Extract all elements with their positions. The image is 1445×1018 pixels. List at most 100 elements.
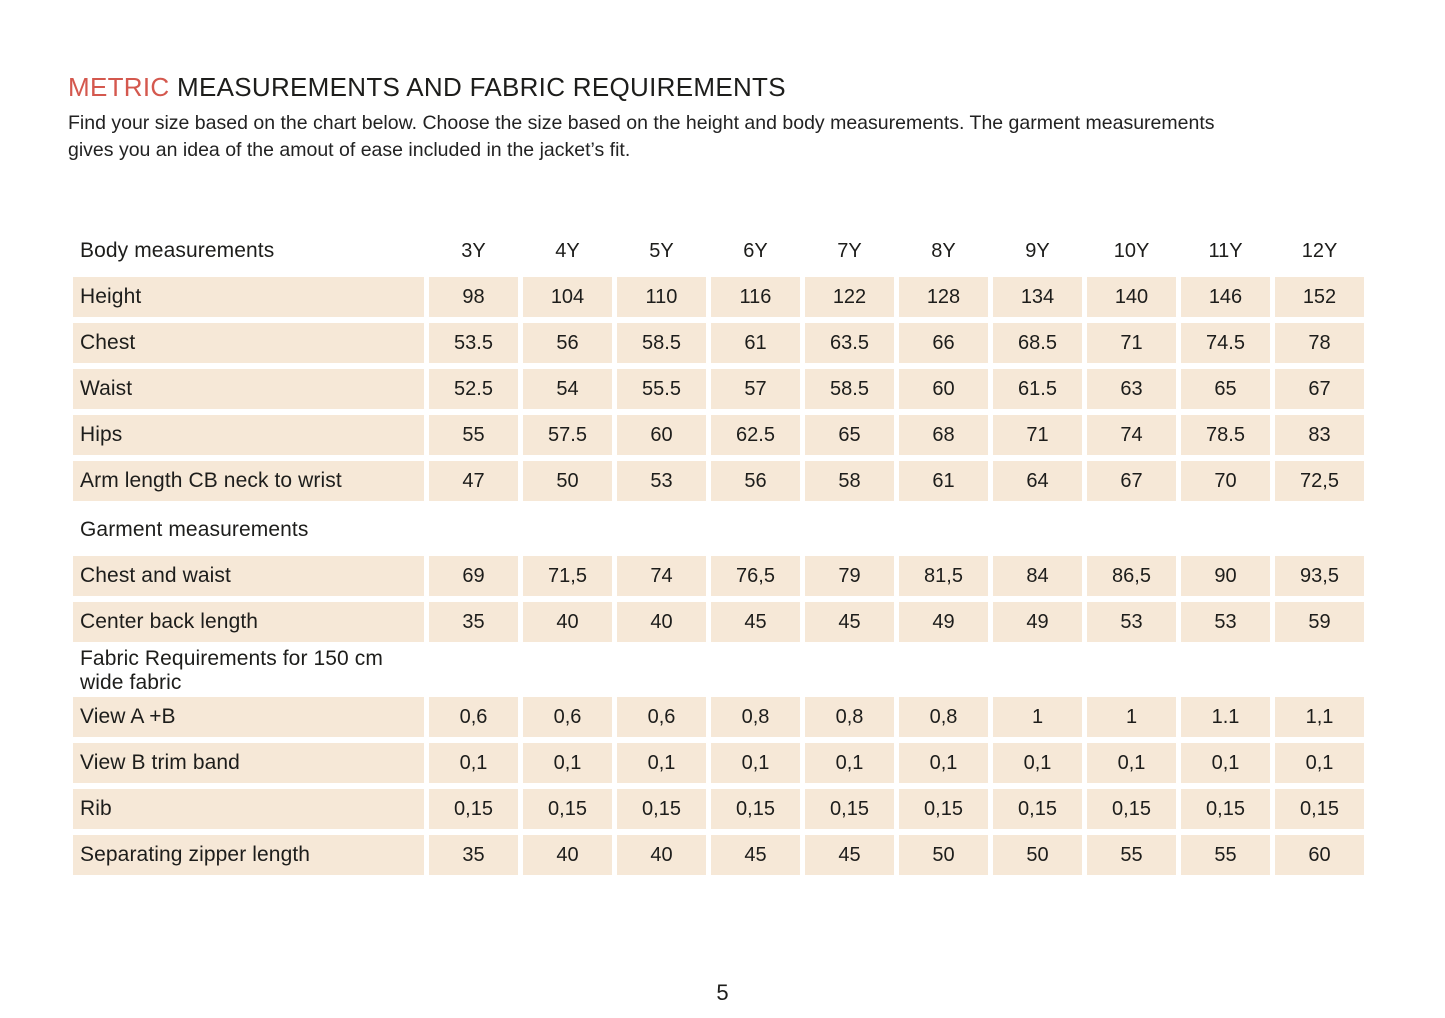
value-cell: 0,15 — [711, 789, 800, 829]
value-cell: 0,8 — [899, 697, 988, 737]
intro-text: Find your size based on the chart below.… — [68, 110, 1378, 163]
value-cell: 50 — [523, 461, 612, 501]
section-header-row: Body measurements 3Y 4Y 5Y 6Y 7Y 8Y 9Y 10Y 11Y 12Y — [73, 231, 1364, 271]
value-cell: 61 — [711, 323, 800, 363]
row-label: View B trim band — [73, 743, 424, 783]
size-column-header: 9Y — [1025, 239, 1050, 262]
value-cell: 83 — [1275, 415, 1364, 455]
value-cell: 74 — [1087, 415, 1176, 455]
intro-line-2: gives you an idea of the amout of ease i… — [68, 138, 631, 161]
value-cell: 72,5 — [1275, 461, 1364, 501]
value-cell: 93,5 — [1275, 556, 1364, 596]
value-cell: 57.5 — [523, 415, 612, 455]
value-cell: 45 — [711, 835, 800, 875]
value-cell: 0,15 — [1087, 789, 1176, 829]
value-cell: 49 — [899, 602, 988, 642]
value-cell: 69 — [429, 556, 518, 596]
value-cell: 0,1 — [711, 743, 800, 783]
value-cell: 0,15 — [523, 789, 612, 829]
value-cell: 56 — [523, 323, 612, 363]
value-cell: 50 — [899, 835, 988, 875]
value-cell: 128 — [899, 277, 988, 317]
value-cell: 52.5 — [429, 369, 518, 409]
size-column-header: 8Y — [931, 239, 956, 262]
value-cell: 1.1 — [1181, 697, 1270, 737]
value-cell: 65 — [805, 415, 894, 455]
value-cell: 1 — [993, 697, 1082, 737]
value-cell: 54 — [523, 369, 612, 409]
table-row: Chest 53.5 56 58.5 61 63.5 66 68.5 71 74.5 78 — [73, 323, 1364, 363]
row-label: Arm length CB neck to wrist — [73, 461, 424, 501]
value-cell: 74 — [617, 556, 706, 596]
size-column-header: 10Y — [1113, 239, 1150, 262]
value-cell: 59 — [1275, 602, 1364, 642]
value-cell: 60 — [899, 369, 988, 409]
value-cell: 57 — [711, 369, 800, 409]
value-cell: 67 — [1275, 369, 1364, 409]
section-title: Garment measurements — [80, 518, 309, 541]
value-cell: 60 — [1275, 835, 1364, 875]
size-column-header: 12Y — [1301, 239, 1338, 262]
value-cell: 58 — [805, 461, 894, 501]
value-cell: 35 — [429, 835, 518, 875]
value-cell: 140 — [1087, 277, 1176, 317]
value-cell: 55 — [429, 415, 518, 455]
value-cell: 0,1 — [617, 743, 706, 783]
value-cell: 62.5 — [711, 415, 800, 455]
value-cell: 53.5 — [429, 323, 518, 363]
value-cell: 49 — [993, 602, 1082, 642]
value-cell: 53 — [617, 461, 706, 501]
value-cell: 1,1 — [1275, 697, 1364, 737]
row-label: Separating zipper length — [73, 835, 424, 875]
row-label: Rib — [73, 789, 424, 829]
value-cell: 0,15 — [805, 789, 894, 829]
value-cell: 134 — [993, 277, 1082, 317]
table-row: Rib 0,15 0,15 0,15 0,15 0,15 0,15 0,15 0,15 0,15 0… — [73, 789, 1364, 829]
value-cell: 122 — [805, 277, 894, 317]
value-cell: 79 — [805, 556, 894, 596]
value-cell: 45 — [805, 835, 894, 875]
value-cell: 71 — [1087, 323, 1176, 363]
value-cell: 86,5 — [1087, 556, 1176, 596]
value-cell: 0,15 — [899, 789, 988, 829]
table-row: Separating zipper length 35 40 40 45 45 50 50 55… — [73, 835, 1364, 875]
value-cell: 40 — [617, 602, 706, 642]
value-cell: 64 — [993, 461, 1082, 501]
value-cell: 70 — [1181, 461, 1270, 501]
table-row: Center back length 35 40 40 45 45 49 49 53 53 59 — [73, 602, 1364, 642]
value-cell: 58.5 — [617, 323, 706, 363]
value-cell: 0,15 — [617, 789, 706, 829]
section-title: Fabric Requirements for 150 cm wide fabr… — [80, 647, 383, 694]
page-number: 5 — [716, 980, 729, 1005]
value-cell: 47 — [429, 461, 518, 501]
size-column-header: 6Y — [743, 239, 768, 262]
value-cell: 0,1 — [429, 743, 518, 783]
value-cell: 45 — [805, 602, 894, 642]
value-cell: 66 — [899, 323, 988, 363]
value-cell: 68.5 — [993, 323, 1082, 363]
value-cell: 63.5 — [805, 323, 894, 363]
size-column-header: 7Y — [837, 239, 862, 262]
value-cell: 55.5 — [617, 369, 706, 409]
value-cell: 74.5 — [1181, 323, 1270, 363]
value-cell: 53 — [1181, 602, 1270, 642]
value-cell: 0,6 — [523, 697, 612, 737]
size-column-header: 3Y — [461, 239, 486, 262]
value-cell: 0,15 — [429, 789, 518, 829]
table-row: Height 98 104 110 116 122 128 134 140 146 152 — [73, 277, 1364, 317]
value-cell: 0,1 — [805, 743, 894, 783]
value-cell: 40 — [617, 835, 706, 875]
value-cell: 55 — [1087, 835, 1176, 875]
value-cell: 110 — [617, 277, 706, 317]
value-cell: 0,15 — [1181, 789, 1270, 829]
value-cell: 60 — [617, 415, 706, 455]
table-row: Chest and waist 69 71,5 74 76,5 79 81,5 84 86,5 9… — [73, 556, 1364, 596]
value-cell: 78 — [1275, 323, 1364, 363]
value-cell: 55 — [1181, 835, 1270, 875]
size-column-header: 11Y — [1208, 239, 1243, 262]
value-cell: 61 — [899, 461, 988, 501]
value-cell: 0,1 — [1275, 743, 1364, 783]
value-cell: 90 — [1181, 556, 1270, 596]
value-cell: 0,8 — [711, 697, 800, 737]
table-row: Hips 55 57.5 60 62.5 65 68 71 74 78.5 83 — [73, 415, 1364, 455]
